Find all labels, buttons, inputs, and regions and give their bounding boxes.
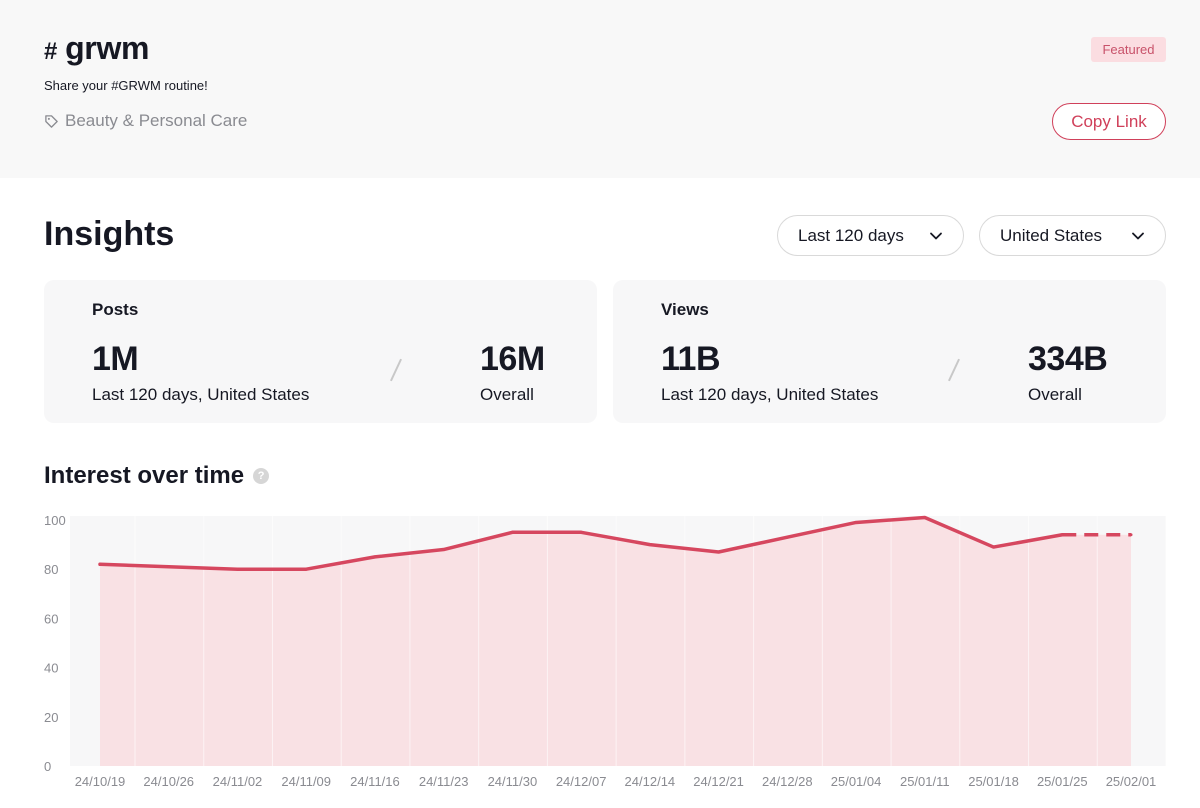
posts-recent-caption: Last 120 days, United States [92, 385, 310, 404]
tag-icon [45, 114, 58, 128]
chevron-down-icon [930, 232, 942, 239]
data-point [235, 567, 239, 571]
x-tick-label: 24/12/07 [556, 774, 607, 789]
data-point [510, 530, 514, 534]
data-point [1060, 533, 1064, 537]
x-tick-label: 25/01/18 [968, 774, 1019, 789]
hash-symbol: # [44, 38, 58, 65]
posts-card: Posts 1M Last 120 days, United States 16… [44, 280, 597, 423]
hashtag-description: Share your #GRWM routine! [44, 78, 208, 93]
data-point [304, 567, 308, 571]
hashtag-title: # grwm [44, 30, 150, 67]
views-recent-value: 11B [661, 340, 721, 378]
data-point [373, 555, 377, 559]
data-point [785, 535, 789, 539]
x-tick-label: 24/11/30 [488, 774, 538, 789]
x-tick-label: 24/12/14 [625, 774, 676, 789]
divider-slash [948, 358, 960, 382]
data-point [717, 550, 721, 554]
views-card: Views 11B Last 120 days, United States 3… [613, 280, 1166, 423]
x-tick-label: 25/02/01 [1106, 774, 1157, 789]
category-text: Beauty & Personal Care [65, 111, 248, 130]
views-label: Views [661, 300, 709, 319]
area-fill [100, 517, 1131, 766]
data-point [854, 520, 858, 524]
insights-title: Insights [44, 215, 175, 253]
views-overall-caption: Overall [1028, 385, 1082, 404]
data-point [579, 530, 583, 534]
featured-badge: Featured [1091, 37, 1166, 62]
y-tick-label: 0 [44, 759, 51, 774]
data-point [923, 516, 927, 520]
data-point [98, 562, 102, 566]
interest-over-time-title: Interest over time ? [44, 462, 270, 490]
y-tick-label: 80 [44, 562, 58, 577]
x-tick-label: 24/12/28 [762, 774, 813, 789]
posts-recent-value: 1M [92, 340, 139, 378]
category-label: Beauty & Personal Care [44, 111, 247, 131]
x-tick-label: 24/11/02 [213, 774, 263, 789]
posts-label: Posts [92, 300, 139, 319]
country-dropdown-value: United States [1000, 225, 1103, 245]
country-dropdown[interactable]: United States [979, 215, 1166, 256]
hashtag-name: grwm [65, 30, 150, 66]
period-dropdown-value: Last 120 days [798, 225, 904, 245]
x-tick-label: 24/11/23 [419, 774, 469, 789]
y-tick-label: 60 [44, 611, 58, 626]
data-point [167, 565, 171, 569]
data-point [648, 543, 652, 547]
y-tick-label: 20 [44, 710, 58, 725]
y-tick-label: 40 [44, 661, 58, 676]
data-point [442, 548, 446, 552]
copy-link-button[interactable]: Copy Link [1052, 103, 1166, 140]
help-icon[interactable]: ? [253, 468, 270, 484]
chevron-down-icon [1132, 232, 1144, 239]
posts-overall-value: 16M [480, 340, 545, 378]
interest-chart: 0 20 40 60 80 100 24/10/19 24/10/26 24/11/02 24/1… [44, 513, 1167, 789]
divider-slash [390, 358, 402, 382]
views-overall-value: 334B [1028, 340, 1108, 378]
period-dropdown[interactable]: Last 120 days [777, 215, 964, 256]
x-tick-label: 24/10/26 [143, 774, 194, 789]
x-tick-label: 24/12/21 [693, 774, 744, 789]
y-tick-label: 100 [44, 513, 66, 528]
data-point [992, 545, 996, 549]
x-tick-label: 25/01/11 [900, 774, 950, 789]
x-tick-label: 25/01/04 [831, 774, 882, 789]
posts-overall-caption: Overall [480, 385, 534, 404]
x-tick-label: 24/11/16 [350, 774, 400, 789]
x-tick-label: 25/01/25 [1037, 774, 1088, 789]
x-tick-label: 24/11/09 [281, 774, 331, 789]
views-recent-caption: Last 120 days, United States [661, 385, 879, 404]
x-tick-label: 24/10/19 [75, 774, 126, 789]
interest-title-text: Interest over time [44, 462, 245, 489]
data-point [1129, 533, 1133, 537]
hashtag-header: # grwm Share your #GRWM routine! Beauty … [0, 0, 1200, 178]
